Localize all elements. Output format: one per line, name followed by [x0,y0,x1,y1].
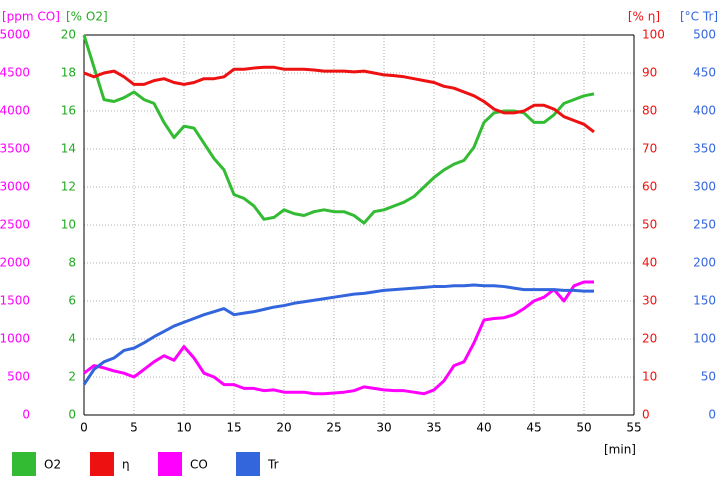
legend-label: Tr [267,458,279,472]
y-tick-label: 90 [642,66,657,80]
y-tick-label: 500 [693,28,716,42]
y-tick-label: 250 [693,218,716,232]
x-tick-label: 10 [176,421,191,435]
y-axis-label: [ppm CO] [2,10,60,24]
x-tick-label: 15 [226,421,241,435]
y-tick-label: 0 [22,408,30,422]
y-tick-label: 60 [642,180,657,194]
y-tick-label: 18 [61,66,76,80]
y-tick-label: 1500 [0,294,30,308]
y-tick-label: 70 [642,142,657,156]
y-tick-label: 16 [61,104,76,118]
legend-label: CO [190,458,208,472]
y-tick-label: 10 [642,370,657,384]
y-tick-label: 0 [68,408,76,422]
y-tick-label: 350 [693,142,716,156]
series-line [82,283,594,386]
y-tick-label: 3500 [0,142,30,156]
legend-swatch [90,452,114,476]
legend-label: η [122,458,130,472]
y-tick-label: 150 [693,294,716,308]
y-tick-label: 30 [642,294,657,308]
series-line [83,280,594,396]
y-tick-label: 2000 [0,256,30,270]
y-tick-label: 2 [68,370,76,384]
x-tick-label: 50 [576,421,591,435]
y-tick-label: 40 [642,256,657,270]
x-tick-label: 0 [80,421,88,435]
y-tick-label: 20 [61,28,76,42]
x-tick-label: 25 [326,421,341,435]
y-tick-label: 50 [642,218,657,232]
y-tick-label: 450 [693,66,716,80]
y-tick-label: 2500 [0,218,30,232]
y-tick-label: 20 [642,332,657,346]
y-axis-label: [°C Tr] [680,10,718,24]
y-tick-label: 300 [693,180,716,194]
y-tick-label: 3000 [0,180,30,194]
y-tick-label: 0 [642,408,650,422]
y-tick-label: 100 [642,28,665,42]
x-axis-label: [min] [604,443,636,457]
y-axis-label: [% η] [628,10,660,24]
y-tick-label: 50 [701,370,716,384]
y-tick-label: 4000 [0,104,30,118]
legend-swatch [12,452,36,476]
y-tick-label: 1000 [0,332,30,346]
x-tick-label: 20 [276,421,291,435]
y-tick-label: 12 [61,180,76,194]
x-tick-label: 40 [476,421,491,435]
legend-swatch [158,452,182,476]
y-tick-label: 80 [642,104,657,118]
y-tick-label: 100 [693,332,716,346]
y-tick-label: 10 [61,218,76,232]
x-tick-label: 45 [526,421,541,435]
y-tick-label: 6 [68,294,76,308]
y-tick-label: 14 [61,142,76,156]
x-tick-label: 35 [426,421,441,435]
series-line [82,34,595,225]
y-axis-label: [% O2] [66,10,108,24]
y-tick-label: 4500 [0,66,30,80]
y-tick-label: 8 [68,256,76,270]
y-tick-label: 500 [7,370,30,384]
series-line [83,65,595,134]
x-tick-label: 30 [376,421,391,435]
x-tick-label: 55 [626,421,641,435]
legend-swatch [236,452,260,476]
y-tick-label: 200 [693,256,716,270]
y-tick-label: 0 [708,408,716,422]
y-tick-label: 4 [68,332,76,346]
y-tick-label: 5000 [0,28,30,42]
legend-label: O2 [44,458,61,472]
y-tick-label: 400 [693,104,716,118]
x-tick-label: 5 [130,421,138,435]
